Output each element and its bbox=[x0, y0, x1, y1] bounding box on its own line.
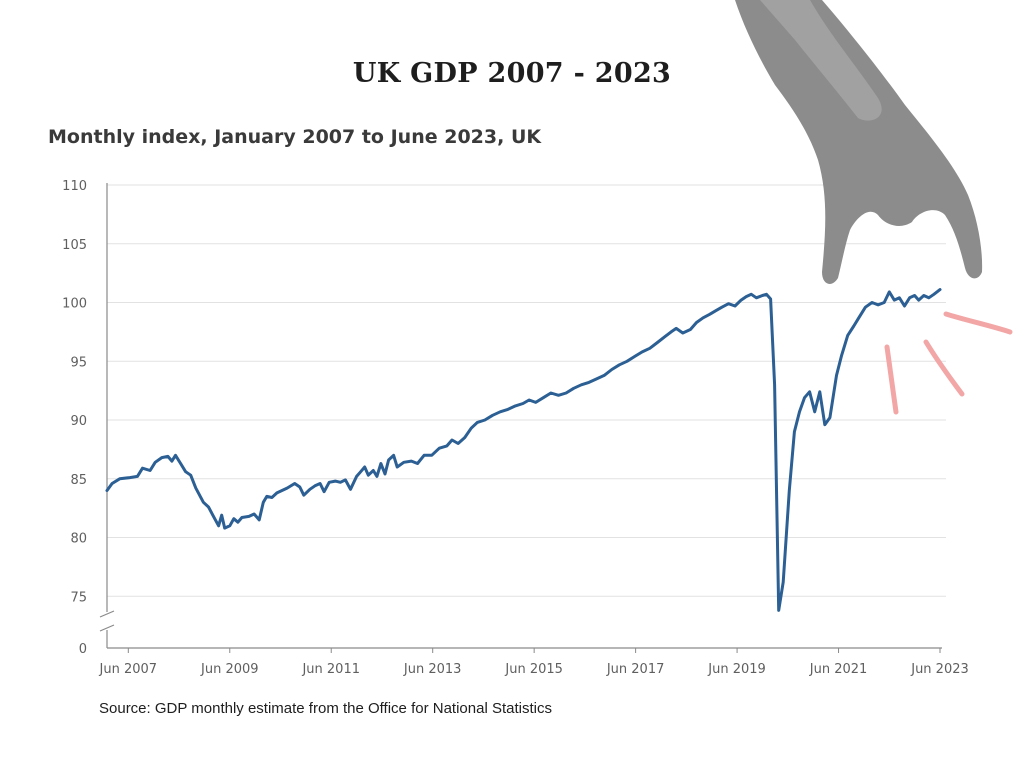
axes bbox=[99, 183, 942, 653]
y-tick-label: 90 bbox=[70, 414, 87, 429]
axis-break-mark bbox=[99, 624, 115, 632]
emphasis-stroke-2 bbox=[884, 344, 899, 415]
y-tick-label: 95 bbox=[70, 355, 87, 370]
y-tick-label: 105 bbox=[62, 238, 87, 253]
series-layer bbox=[105, 288, 942, 612]
chart-subtitle: Monthly index, January 2007 to June 2023… bbox=[48, 126, 542, 148]
series-line-gdp bbox=[105, 288, 942, 612]
x-tick-labels: Jun 2007 Jun 2009 Jun 2011 Jun 2013 Jun 2015… bbox=[99, 662, 969, 677]
x-tick-label: Jun 2009 bbox=[200, 662, 259, 677]
gridlines bbox=[107, 184, 946, 597]
x-tick-label: Jun 2011 bbox=[301, 662, 360, 677]
y-tick-label: 85 bbox=[70, 473, 87, 488]
source-note: Source: GDP monthly estimate from the Of… bbox=[99, 700, 552, 717]
hand-shading bbox=[760, 0, 882, 121]
x-tick-label: Jun 2017 bbox=[606, 662, 665, 677]
y-tick-label: 110 bbox=[62, 179, 87, 194]
y-tick-label: 0 bbox=[79, 642, 87, 657]
y-tick-labels: 110 105 100 95 90 85 80 75 0 bbox=[62, 179, 87, 657]
y-tick-label: 100 bbox=[62, 297, 87, 312]
x-tick-label: Jun 2007 bbox=[99, 662, 158, 677]
x-tick-label: Jun 2021 bbox=[809, 662, 868, 677]
x-tick-label: Jun 2015 bbox=[504, 662, 563, 677]
hand-icon bbox=[735, 0, 983, 284]
x-tick-label: Jun 2013 bbox=[403, 662, 462, 677]
y-tick-label: 80 bbox=[70, 532, 87, 547]
x-tick-label: Jun 2019 bbox=[707, 662, 766, 677]
axis-break-mark bbox=[99, 610, 115, 618]
emphasis-stroke-3 bbox=[923, 339, 965, 397]
x-tick-label: Jun 2023 bbox=[910, 662, 969, 677]
y-tick-label: 75 bbox=[70, 590, 87, 605]
page-title: UK GDP 2007 - 2023 bbox=[352, 58, 672, 89]
emphasis-stroke-1 bbox=[943, 311, 1013, 335]
